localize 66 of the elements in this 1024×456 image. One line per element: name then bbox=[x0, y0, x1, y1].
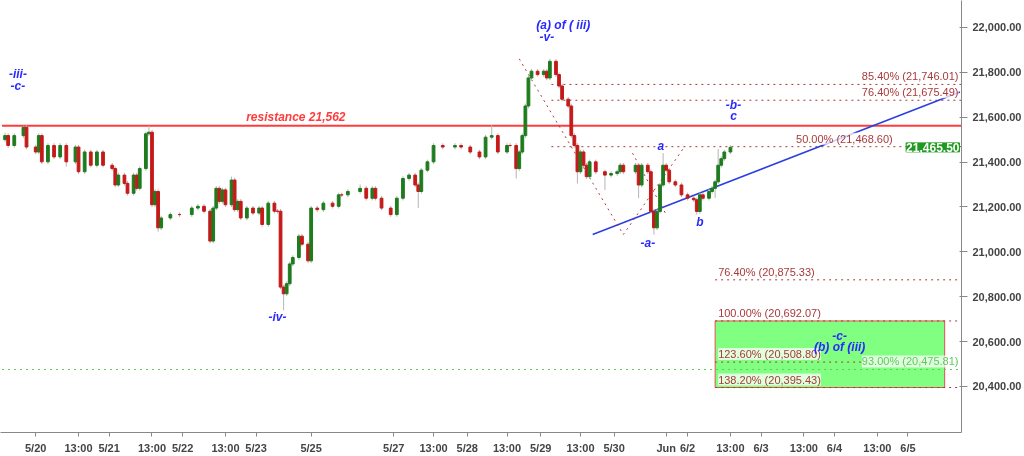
ref-line-label: resistance 21,562 bbox=[246, 109, 346, 124]
annotation: -a- bbox=[640, 236, 656, 251]
x-tick-label: Jun bbox=[656, 441, 677, 454]
ref-line-label: 76.40% (20,875.33) bbox=[718, 265, 815, 278]
y-tick-label: 21,400.00 bbox=[972, 156, 1022, 169]
x-tick-label: 5/29 bbox=[529, 441, 552, 454]
y-tick-label: 20,800.00 bbox=[972, 290, 1022, 303]
annotation: -c- bbox=[832, 328, 848, 343]
candlestick bbox=[495, 132, 500, 155]
candlestick bbox=[609, 170, 613, 178]
ref-line-label: 85.40% (21,746.01) bbox=[861, 70, 959, 83]
x-tick-label: 6/3 bbox=[753, 441, 769, 454]
candlestick bbox=[266, 200, 271, 228]
annotation: -b- bbox=[725, 97, 742, 112]
x-tick-label: 13:00 bbox=[492, 441, 522, 454]
annotation: b bbox=[696, 215, 704, 230]
x-tick-label: 5/28 bbox=[456, 441, 478, 454]
x-tick-label: 5/25 bbox=[300, 441, 322, 454]
x-tick-label: 13:00 bbox=[419, 441, 448, 454]
y-tick-label: 21,600.00 bbox=[972, 111, 1022, 124]
x-tick-label: 5/27 bbox=[383, 441, 405, 454]
x-tick-label: 13:00 bbox=[789, 441, 818, 454]
ref-line-label: 138.20% (20,395.43) bbox=[718, 373, 821, 386]
y-tick-label: 22,000.00 bbox=[972, 21, 1022, 34]
x-tick-label: 6/2 bbox=[679, 441, 696, 454]
x-tick-label: 13:00 bbox=[566, 441, 595, 454]
x-tick-label: 6/4 bbox=[826, 441, 844, 454]
candlestick bbox=[394, 195, 399, 218]
candlestick bbox=[483, 134, 488, 160]
x-tick-label: 13:00 bbox=[64, 441, 93, 454]
candlestick bbox=[453, 142, 457, 150]
candlestick bbox=[64, 142, 69, 168]
x-tick-label: 5/22 bbox=[171, 441, 194, 454]
candlestick bbox=[603, 168, 607, 191]
x-tick-label: 13:00 bbox=[137, 441, 167, 454]
x-tick-label: 5/30 bbox=[603, 441, 625, 454]
candlestick bbox=[401, 175, 405, 201]
candlestick bbox=[431, 142, 436, 165]
x-tick-label: 5/21 bbox=[98, 441, 120, 454]
candlestick bbox=[345, 188, 350, 198]
candlestick bbox=[459, 142, 463, 150]
ref-line-label: 50.00% (21,468.60) bbox=[796, 132, 893, 145]
ref-line-label: 76.40% (21,675.49) bbox=[861, 86, 959, 99]
candlestick bbox=[196, 203, 200, 211]
annotation: c bbox=[730, 109, 738, 124]
y-tick-label: 21,200.00 bbox=[972, 200, 1022, 213]
x-tick-label: 13:00 bbox=[716, 441, 745, 454]
annotation: -iv- bbox=[268, 310, 287, 325]
y-tick-label: 21,800.00 bbox=[972, 66, 1022, 79]
candlestick bbox=[73, 144, 78, 165]
x-tick-label: 13:00 bbox=[863, 441, 892, 454]
annotation: 21,465.50 bbox=[906, 140, 960, 155]
candlestick bbox=[358, 184, 362, 195]
x-tick-label: 13:00 bbox=[211, 441, 240, 454]
annotation: a bbox=[657, 139, 665, 154]
candlestick bbox=[639, 162, 644, 188]
ref-line-label: 100.00% (20,692.07) bbox=[718, 306, 821, 319]
candlestick bbox=[82, 149, 87, 175]
x-tick-label: 5/20 bbox=[24, 441, 47, 454]
x-tick-label: 5/23 bbox=[245, 441, 267, 454]
x-tick-label: 6/5 bbox=[900, 441, 916, 454]
y-tick-label: 20,400.00 bbox=[972, 380, 1022, 393]
ref-line-label: 93.00% (20,475.81) bbox=[861, 355, 959, 368]
candlestick bbox=[46, 142, 50, 165]
y-tick-label: 20,600.00 bbox=[972, 335, 1022, 348]
y-tick-label: 21,000.00 bbox=[972, 245, 1022, 258]
